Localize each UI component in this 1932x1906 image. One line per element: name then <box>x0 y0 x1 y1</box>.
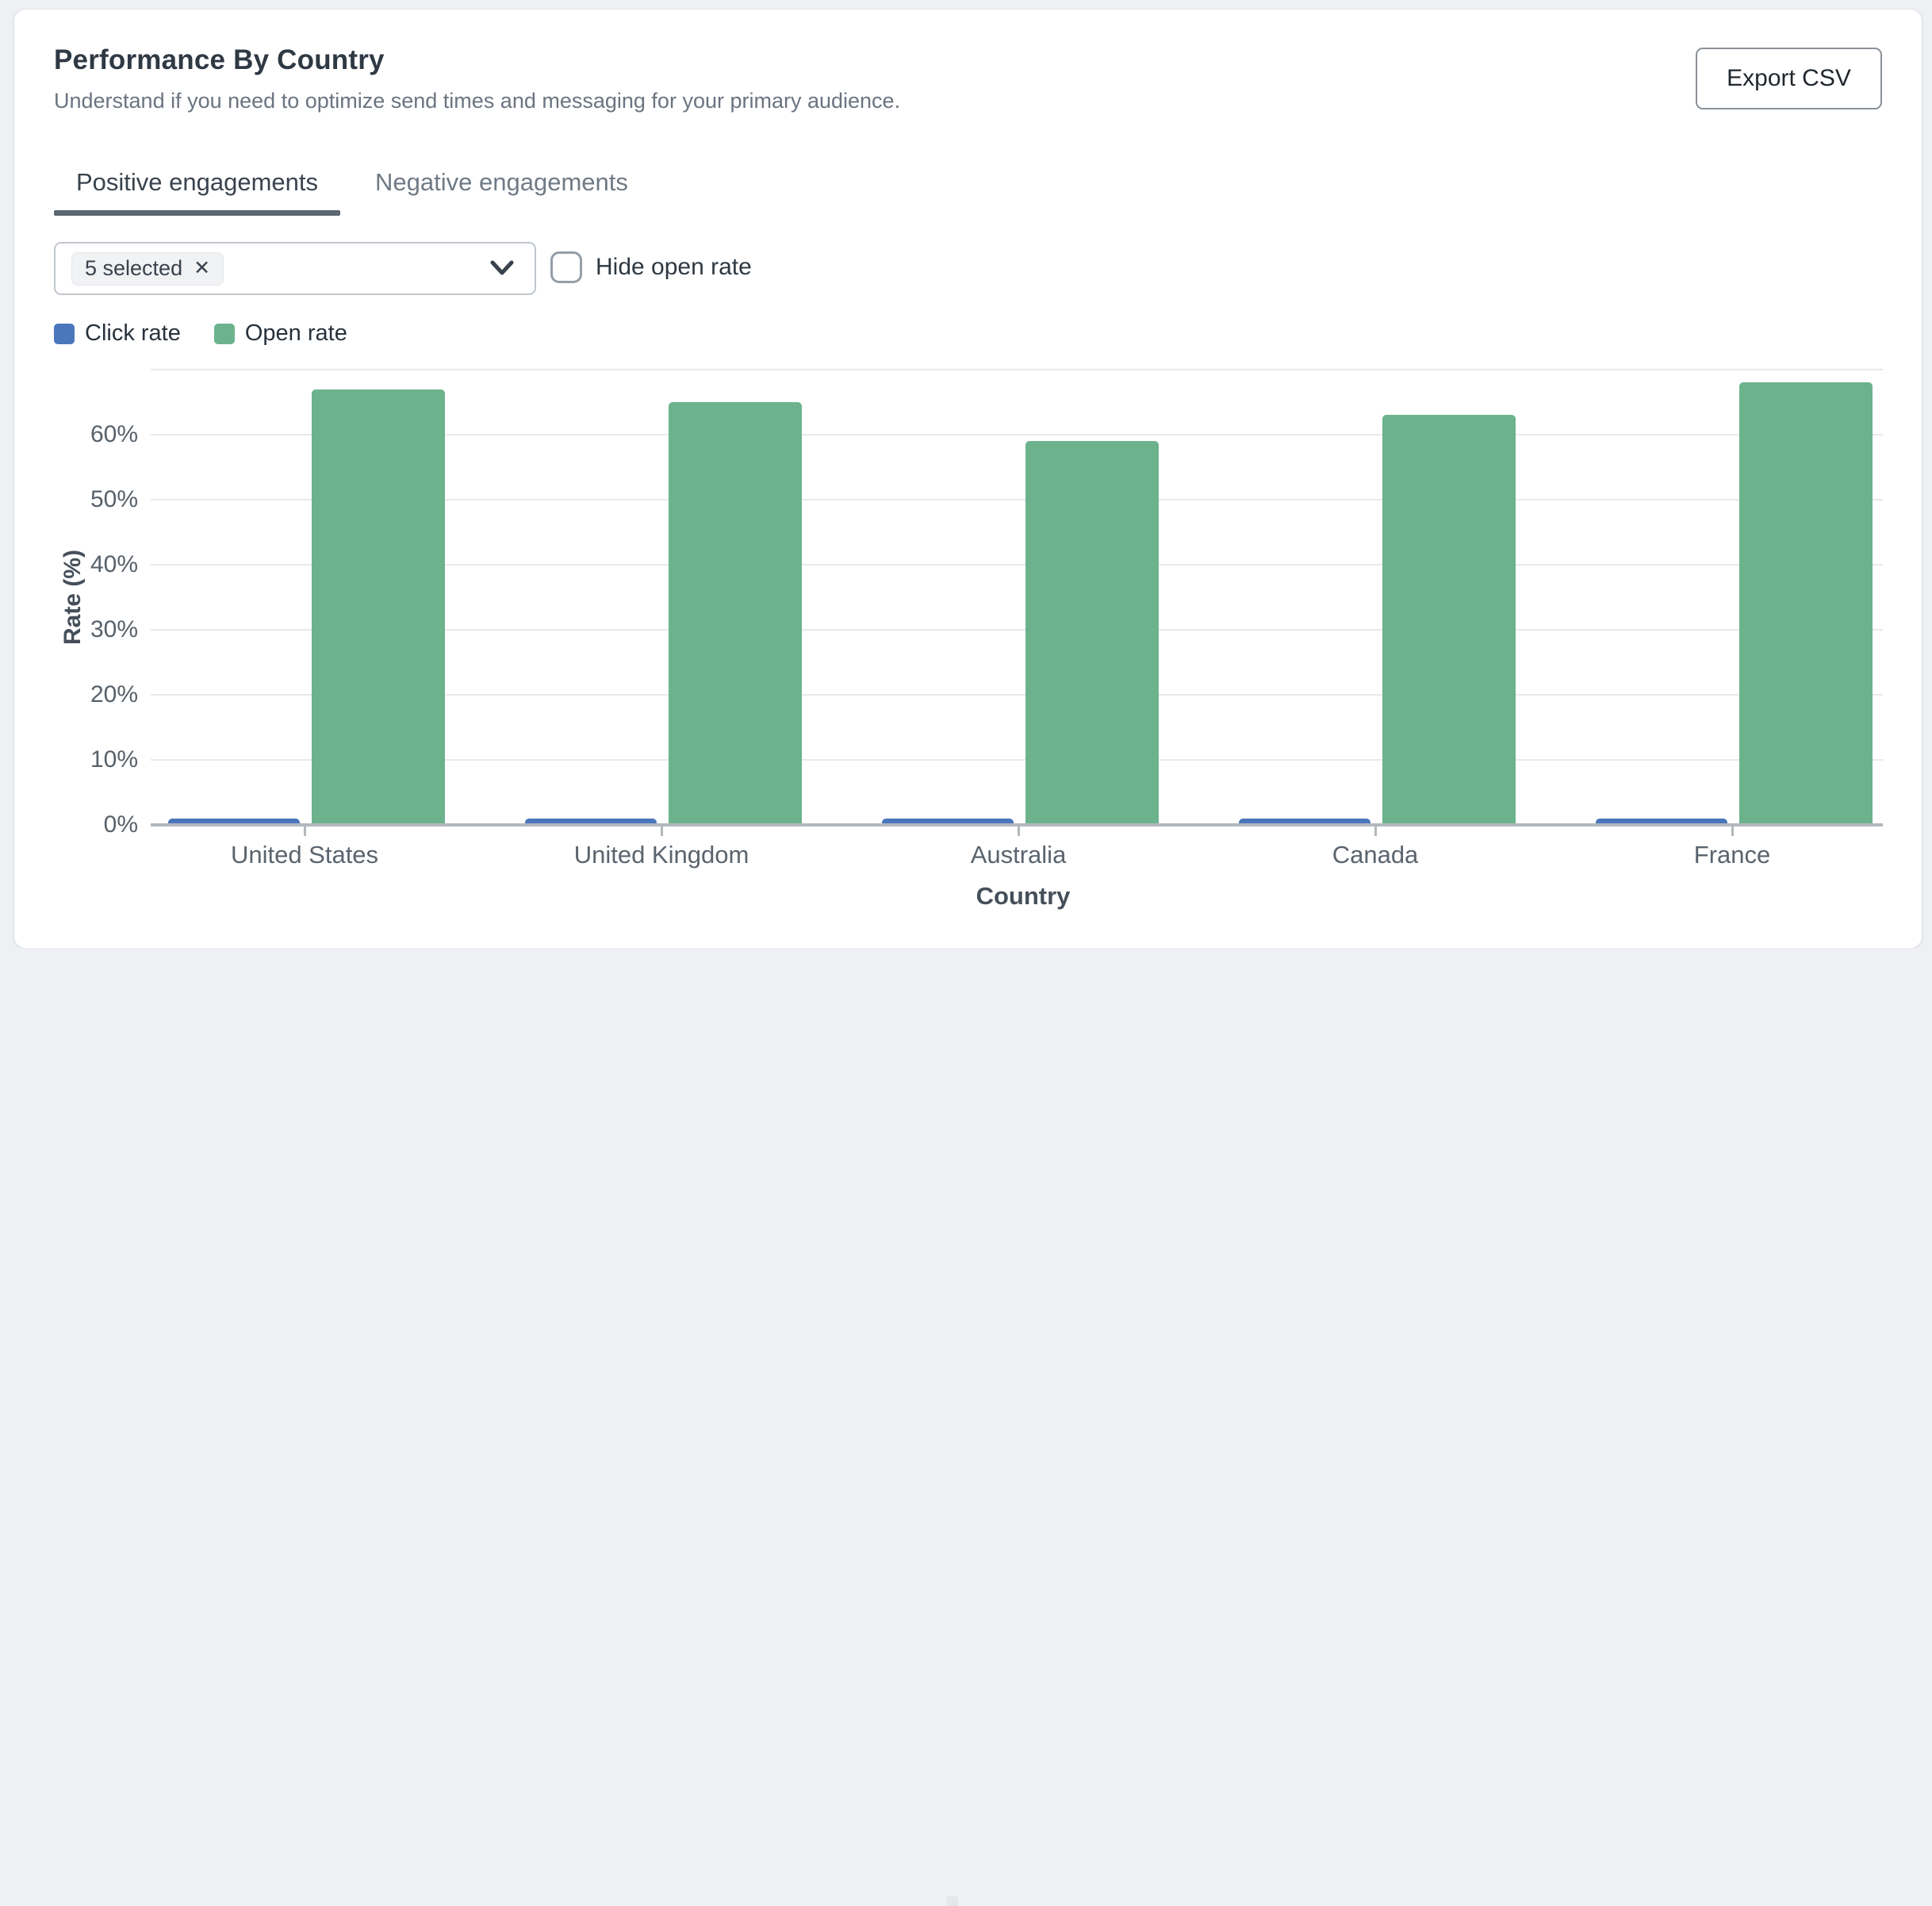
gridline-60 <box>151 434 1883 435</box>
y-tick-label-0: 0% <box>103 811 138 838</box>
bottom-strip-divider <box>947 1896 958 1906</box>
bar-open-rate-canada <box>1382 415 1516 825</box>
legend-swatch-icon <box>213 323 235 344</box>
x-axis-tick <box>1374 826 1377 836</box>
export-csv-button[interactable]: Export CSV <box>1696 48 1882 109</box>
performance-by-country-card: Performance By Country Understand if you… <box>14 10 1922 948</box>
gridline-50 <box>151 499 1883 500</box>
x-axis-tick <box>661 826 663 836</box>
y-axis-title: Rate (%) <box>59 549 86 646</box>
x-axis-tick <box>1731 826 1734 836</box>
y-tick-label-20: 20% <box>90 681 138 708</box>
gridline-30 <box>151 629 1883 631</box>
gridline-20 <box>151 694 1883 696</box>
legend-label: Open rate <box>244 320 347 346</box>
x-tick-label-united-kingdom: United Kingdom <box>573 841 749 869</box>
y-tick-label-30: 30% <box>90 616 138 642</box>
bar-click-rate-united-kingdom <box>525 819 657 825</box>
bar-click-rate-canada <box>1239 819 1370 825</box>
country-multiselect[interactable]: 5 selected ✕ <box>54 242 536 295</box>
hide-open-rate-checkbox[interactable] <box>550 251 582 283</box>
x-tick-label-australia: Australia <box>970 841 1067 869</box>
gridline-10 <box>151 759 1883 761</box>
y-tick-label-10: 10% <box>90 746 138 773</box>
page-title: Performance By Country <box>54 44 385 75</box>
bar-click-rate-australia <box>882 819 1014 825</box>
y-tick-label-40: 40% <box>90 551 138 577</box>
hide-open-rate-label: Hide open rate <box>596 254 752 280</box>
chart-legend: Click rate Open rate <box>54 320 381 347</box>
page-subtitle: Understand if you need to optimize send … <box>54 89 901 113</box>
legend-swatch-icon <box>54 323 75 344</box>
chip-remove-icon[interactable]: ✕ <box>194 257 211 279</box>
bar-open-rate-france <box>1739 382 1873 825</box>
x-axis-title: Country <box>976 882 1071 910</box>
chevron-down-icon <box>490 260 514 275</box>
y-tick-label-50: 50% <box>90 486 138 512</box>
selected-count-chip[interactable]: 5 selected ✕ <box>71 251 224 286</box>
legend-item-open-rate: Open rate <box>213 320 347 347</box>
y-tick-label-60: 60% <box>90 421 138 447</box>
page: Performance By Country Understand if you… <box>0 10 1932 1906</box>
tab-bar: Positive engagements Negative engagement… <box>54 168 650 216</box>
gridline-70 <box>151 369 1883 370</box>
page-bottom-strip <box>0 948 1932 1906</box>
x-axis-tick <box>1018 826 1020 836</box>
chip-label: 5 selected <box>85 256 183 280</box>
x-tick-label-france: France <box>1693 841 1771 869</box>
legend-label: Click rate <box>85 320 181 346</box>
bar-chart: 0% 10% 20% 30% 40% 50% 60% Rate (%) United State… <box>14 10 1922 948</box>
x-tick-label-canada: Canada <box>1332 841 1419 869</box>
bar-click-rate-united-states <box>168 819 300 825</box>
bar-open-rate-australia <box>1025 441 1159 825</box>
hide-open-rate-control[interactable]: Hide open rate <box>550 244 752 290</box>
tab-positive-engagements[interactable]: Positive engagements <box>54 168 341 216</box>
x-axis-line <box>151 823 1883 826</box>
legend-item-click-rate: Click rate <box>54 320 181 347</box>
bar-open-rate-united-kingdom <box>669 402 802 825</box>
x-axis-tick <box>304 826 306 836</box>
bar-click-rate-france <box>1596 819 1727 825</box>
tab-negative-engagements[interactable]: Negative engagements <box>375 168 628 196</box>
gridline-40 <box>151 564 1883 566</box>
x-tick-label-united-states: United States <box>230 841 379 869</box>
bar-open-rate-united-states <box>312 389 445 825</box>
